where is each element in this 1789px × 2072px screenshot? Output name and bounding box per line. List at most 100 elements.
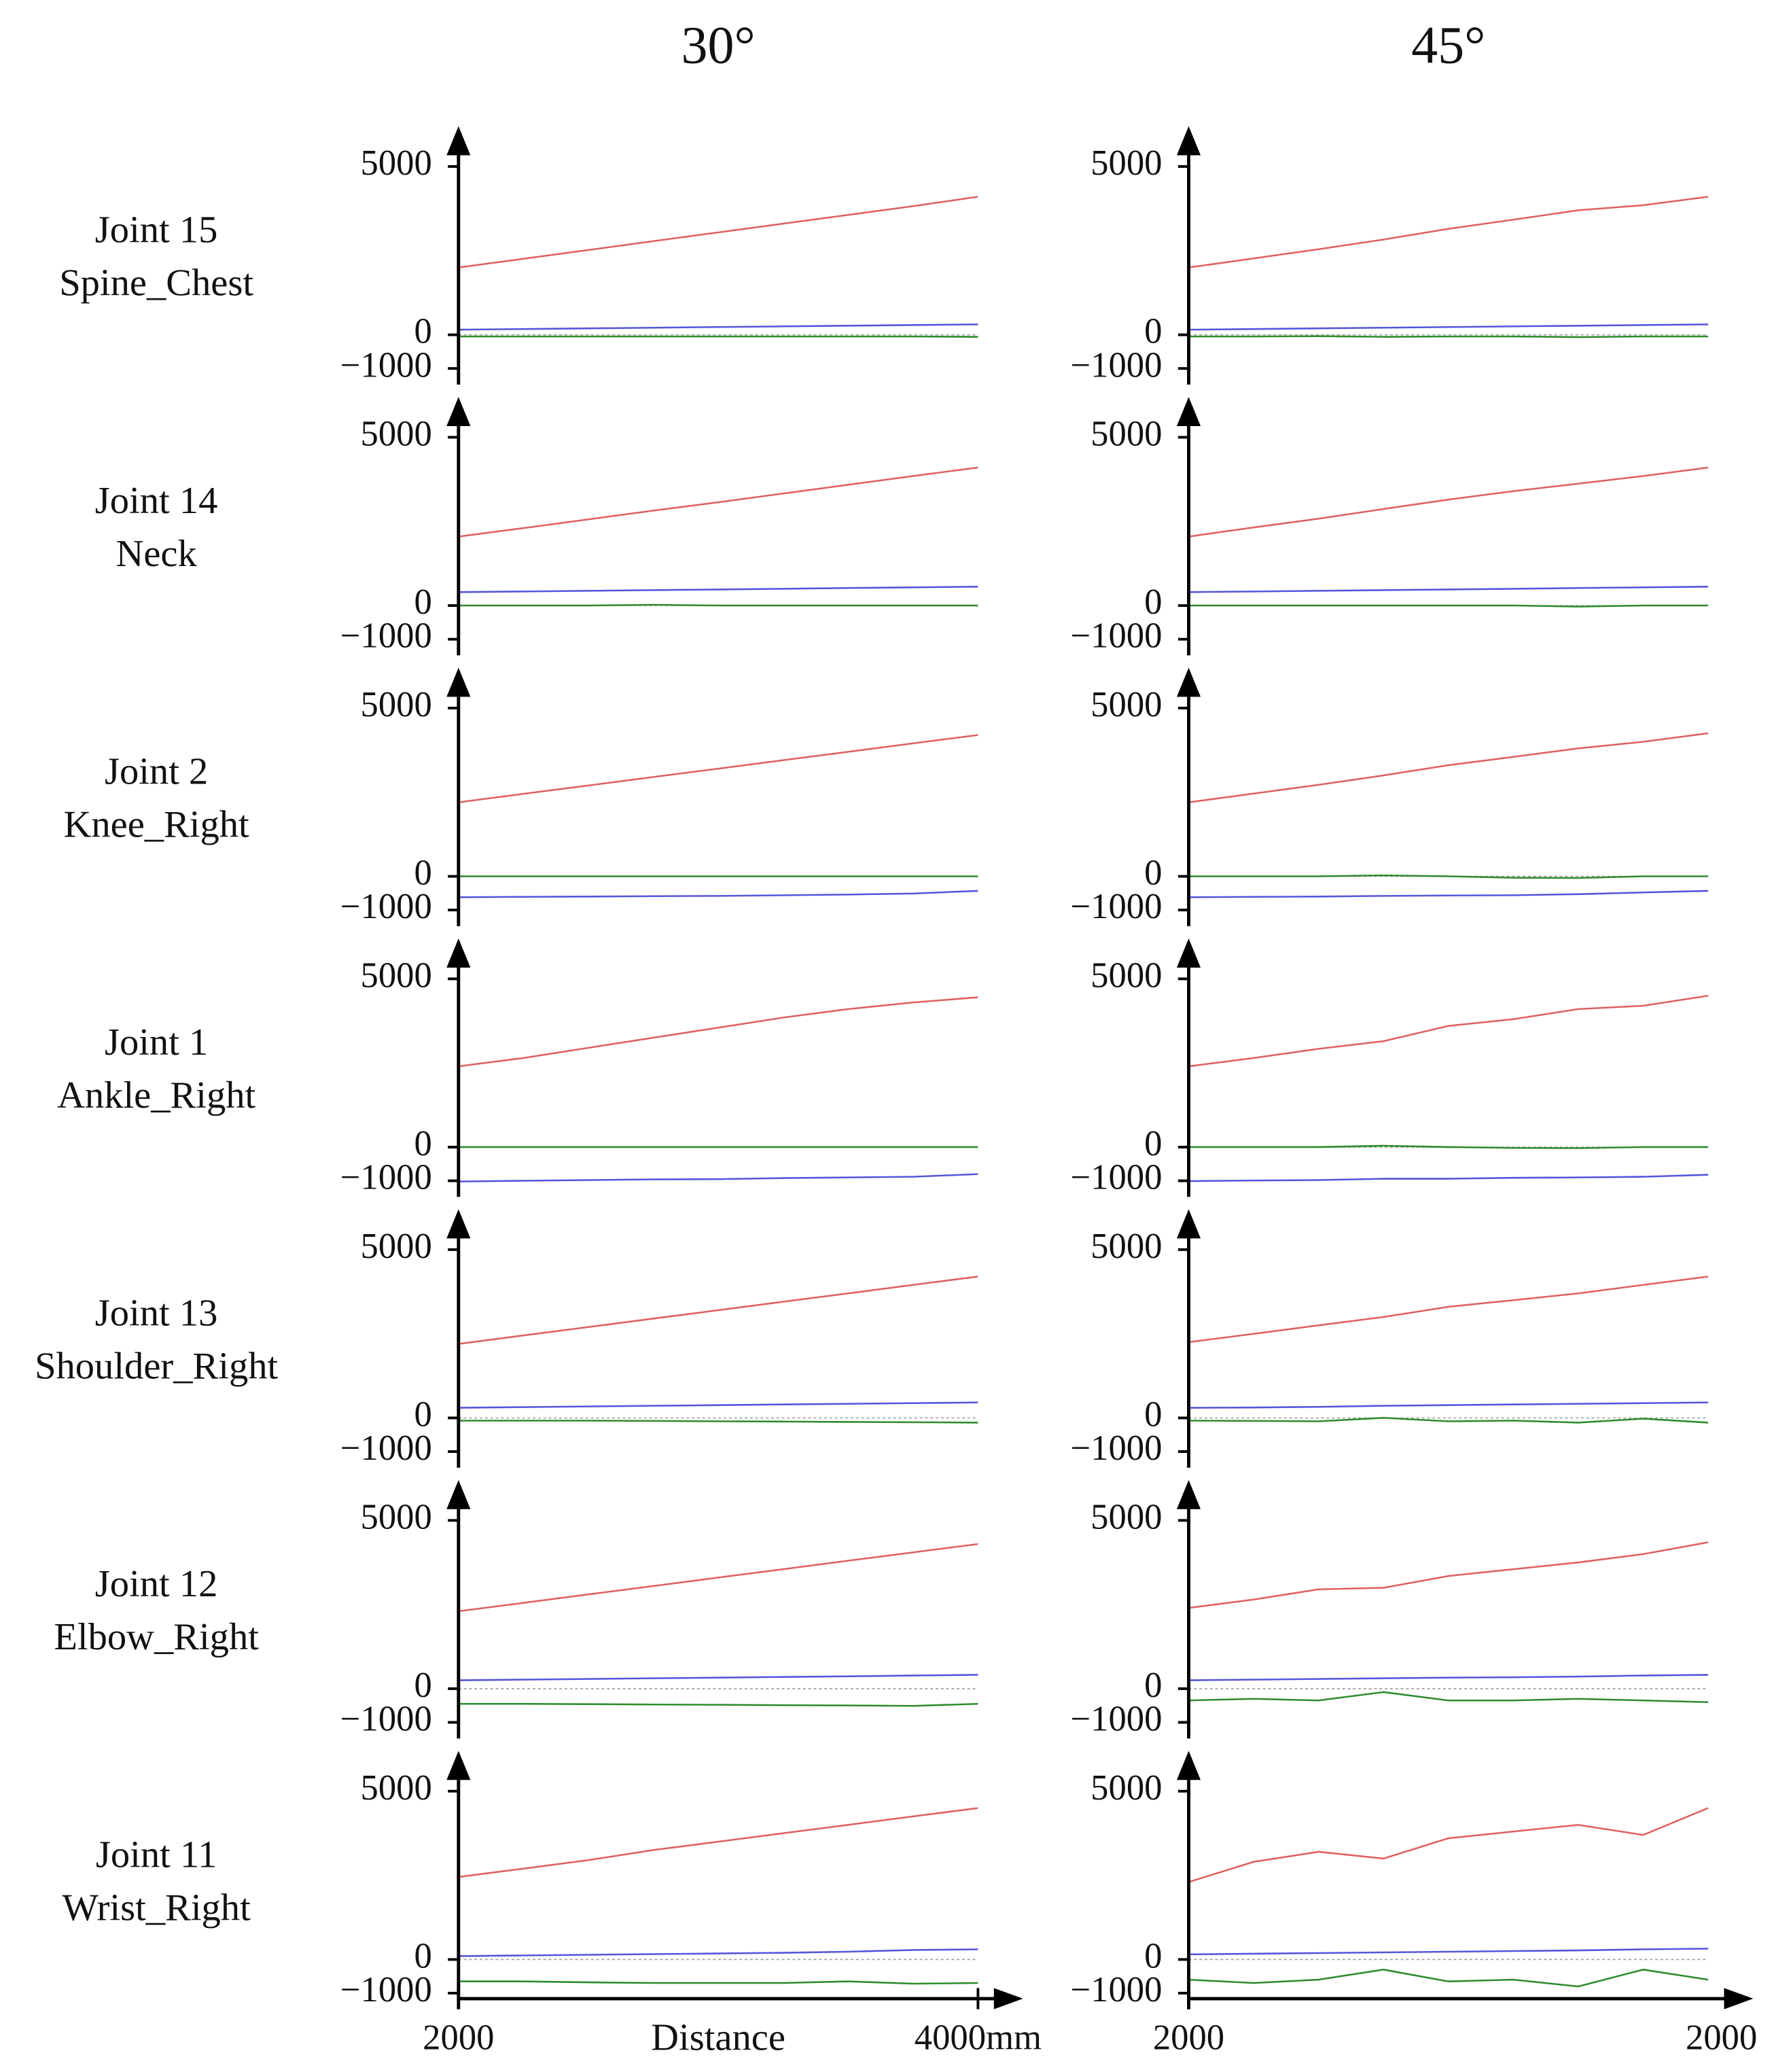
y-tick-label: −1000: [340, 345, 432, 385]
series-line: [1188, 732, 1709, 803]
y-tick-label: 5000: [1091, 685, 1162, 724]
series-line: [458, 734, 978, 803]
y-tick-label: 0: [414, 312, 431, 351]
row-label: Neck: [116, 533, 197, 575]
y-axis-arrow: [446, 938, 471, 968]
y-axis-arrow: [446, 397, 471, 426]
y-tick-label: 5000: [361, 143, 432, 183]
series-line: [1188, 196, 1709, 268]
row-label: Ankle_Right: [57, 1074, 255, 1117]
row-label: Wrist_Right: [62, 1886, 251, 1929]
y-tick-label: −1000: [340, 887, 432, 926]
series-line: [458, 996, 978, 1068]
series-line: [458, 196, 978, 268]
y-tick-label: 5000: [1091, 415, 1162, 454]
y-tick-label: −1000: [1070, 1428, 1162, 1468]
x-axis-label: Distance: [651, 2016, 785, 2058]
series-line: [458, 1401, 978, 1409]
x-axis-arrow: [993, 1988, 1023, 2009]
x-tick-label: 2000: [423, 2018, 494, 2058]
series-line: [1188, 335, 1709, 338]
series-line: [1188, 1674, 1709, 1681]
y-tick-label: −1000: [1070, 1158, 1162, 1197]
y-axis-arrow: [446, 126, 471, 156]
series-line: [1188, 1807, 1709, 1883]
series-line: [1188, 1276, 1709, 1344]
y-axis-arrow: [446, 1751, 471, 1780]
y-tick-label: 0: [414, 1395, 431, 1435]
y-axis-arrow: [446, 667, 471, 697]
y-tick-label: 0: [414, 582, 431, 622]
y-tick-label: −1000: [1070, 345, 1162, 385]
y-tick-label: 5000: [1091, 955, 1162, 995]
y-tick-label: 0: [414, 854, 431, 893]
y-tick-label: 0: [414, 1666, 431, 1705]
y-tick-label: −1000: [340, 616, 432, 656]
series-line: [1188, 1401, 1709, 1409]
column-title: 30°: [681, 15, 755, 74]
y-tick-label: 5000: [1091, 143, 1162, 183]
y-tick-label: 0: [1144, 312, 1162, 351]
row-label: Joint 15: [95, 209, 218, 251]
row-label: Joint 11: [96, 1833, 217, 1876]
series-line: [1188, 1541, 1709, 1609]
y-tick-label: 0: [414, 1936, 431, 1976]
y-tick-label: 0: [1144, 1666, 1162, 1705]
y-tick-label: 5000: [361, 955, 432, 995]
series-line: [1188, 1969, 1709, 1988]
series-line: [458, 1948, 978, 1957]
x-end-label: 2000: [1686, 2018, 1757, 2058]
series-line: [1188, 994, 1709, 1068]
x-axis-arrow: [1724, 1988, 1754, 2009]
row-label: Joint 13: [95, 1292, 218, 1334]
y-tick-label: −1000: [1070, 1970, 1162, 2009]
series-line: [458, 1807, 978, 1878]
y-tick-label: −1000: [340, 1700, 432, 1739]
series-line: [458, 1420, 978, 1424]
y-axis-arrow: [446, 1209, 471, 1239]
y-tick-label: 5000: [361, 1768, 432, 1808]
series-line: [1188, 1691, 1709, 1704]
series-line: [458, 335, 978, 338]
y-axis-arrow: [1176, 397, 1201, 426]
y-tick-label: 5000: [1091, 1497, 1162, 1537]
series-line: [458, 1173, 978, 1182]
y-tick-label: 0: [1144, 1124, 1162, 1163]
y-tick-label: 0: [414, 1124, 431, 1163]
row-label: Spine_Chest: [59, 262, 253, 304]
y-axis-arrow: [446, 1479, 471, 1509]
y-tick-label: −1000: [1070, 887, 1162, 926]
column-title: 45°: [1411, 15, 1485, 74]
y-tick-label: 5000: [1091, 1768, 1162, 1808]
y-tick-label: 0: [1144, 1395, 1162, 1435]
series-line: [1188, 604, 1709, 608]
x-tick-label: 4000mm: [915, 2018, 1042, 2058]
row-label: Joint 12: [95, 1563, 218, 1605]
y-tick-label: 5000: [1091, 1227, 1162, 1266]
row-label: Shoulder_Right: [35, 1345, 278, 1387]
y-tick-label: −1000: [340, 1158, 432, 1197]
series-line: [458, 1674, 978, 1681]
y-axis-arrow: [1176, 1479, 1201, 1509]
x-tick-label: 2000: [1153, 2018, 1224, 2058]
y-axis-arrow: [1176, 938, 1201, 968]
y-tick-label: 5000: [361, 1497, 432, 1537]
y-axis-arrow: [1176, 1751, 1201, 1780]
y-tick-label: 5000: [361, 685, 432, 724]
row-label: Joint 2: [105, 750, 208, 792]
series-line: [1188, 1144, 1709, 1149]
series-line: [1188, 1948, 1709, 1956]
y-axis-arrow: [1176, 126, 1201, 156]
y-tick-label: −1000: [1070, 616, 1162, 656]
series-line: [1188, 890, 1709, 898]
y-tick-label: 0: [1144, 854, 1162, 893]
y-tick-label: 0: [1144, 1936, 1162, 1976]
series-line: [458, 1980, 978, 1985]
y-axis-arrow: [1176, 1209, 1201, 1239]
y-tick-label: 5000: [361, 1227, 432, 1266]
y-axis-arrow: [1176, 667, 1201, 697]
y-tick-label: −1000: [1070, 1700, 1162, 1739]
series-line: [1188, 586, 1709, 593]
row-label: Knee_Right: [64, 803, 250, 845]
